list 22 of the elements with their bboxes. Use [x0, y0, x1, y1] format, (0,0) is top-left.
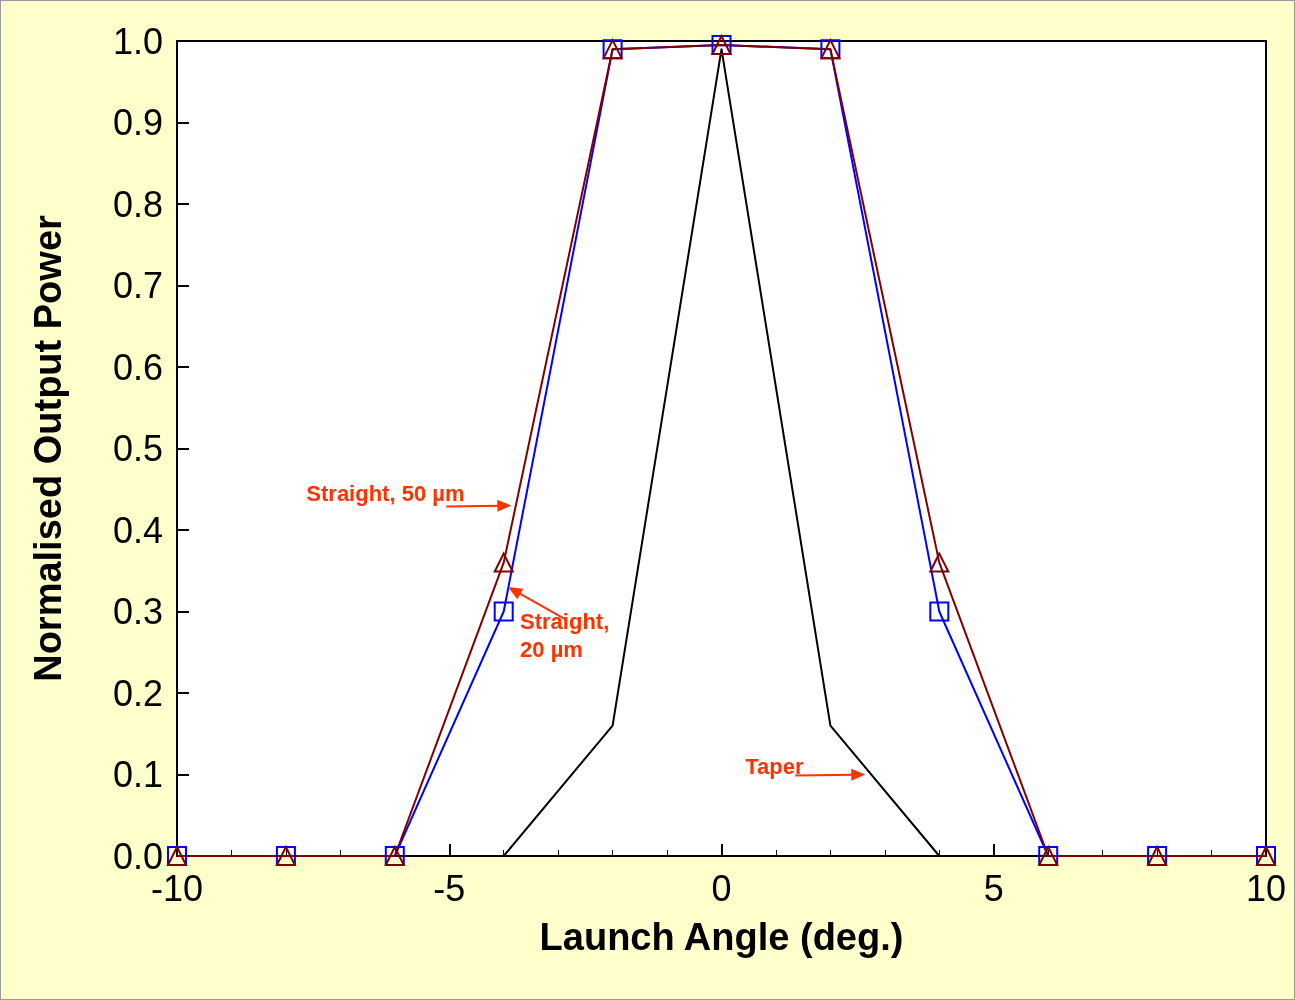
annotation: Straight, 50 µm	[306, 481, 465, 507]
y-tick-label: 0.8	[112, 183, 163, 225]
y-tick-label: 0.1	[112, 754, 163, 795]
x-tick-label: 5	[983, 867, 1004, 909]
annotation: Straight, 20 µm	[520, 608, 610, 662]
y-tick-label: 0.9	[112, 102, 163, 143]
point	[493, 601, 514, 622]
y-tick-label: 0.6	[112, 346, 163, 388]
y-tick-label: 0.0	[112, 835, 163, 877]
y-tick-label: 1.0	[112, 20, 163, 62]
x-tick-label: 10	[1245, 867, 1287, 909]
y-tick-label: 0.4	[112, 509, 163, 551]
y-axis-title: Normalised Output Power	[27, 214, 69, 682]
y-tick-label: 0.2	[112, 672, 163, 714]
annotation: Taper	[745, 754, 804, 779]
y-tick-label: 0.3	[112, 591, 163, 632]
y-tick-label: 0.5	[112, 428, 163, 469]
x-tick-label: -5	[433, 867, 466, 909]
y-tick-label: 0.7	[112, 265, 163, 306]
x-axis-title: Launch Angle (deg.)	[539, 916, 904, 958]
x-tick-label: 0	[711, 867, 732, 909]
point	[929, 601, 950, 622]
